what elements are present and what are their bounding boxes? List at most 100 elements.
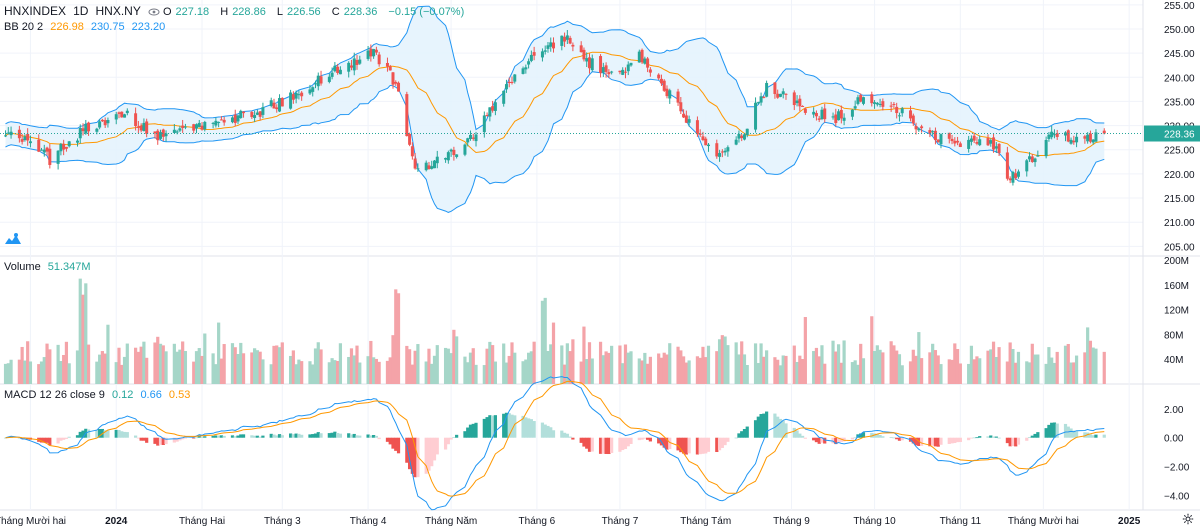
macd-histogram-bar xyxy=(590,437,594,452)
macd-histogram-bar xyxy=(994,436,998,438)
price-axis[interactable]: 255.00250.00245.00240.00235.00230.00225.… xyxy=(0,1,1200,503)
volume-bar xyxy=(1005,361,1009,384)
macd-histogram-bar xyxy=(139,437,143,441)
candle-body xyxy=(765,82,769,97)
macd-histogram-bar xyxy=(236,435,240,438)
macd-histogram-bar xyxy=(842,437,846,442)
candle-body xyxy=(67,141,71,147)
volume-bar xyxy=(753,343,758,384)
candle-body xyxy=(875,102,879,105)
macd-histogram-bar xyxy=(352,433,356,438)
volume-bar xyxy=(42,357,46,384)
macd-histogram-bar xyxy=(665,437,669,450)
bb-legend-name[interactable]: BB 20 2 xyxy=(4,21,44,33)
macd-histogram-bar xyxy=(313,433,318,438)
candle-body xyxy=(659,78,663,84)
macd-histogram-bar xyxy=(967,437,971,441)
macd-histogram-bar xyxy=(430,437,434,467)
macd-histogram-bar xyxy=(889,437,893,438)
volume-bar xyxy=(214,364,218,384)
macd-histogram-bar xyxy=(388,437,392,445)
volume-bar xyxy=(695,356,700,384)
macd-legend[interactable]: MACD 12 26 close 9 0.12 0.66 0.53 xyxy=(4,389,194,401)
volume-bar xyxy=(1063,345,1068,384)
volume-bar xyxy=(349,348,354,384)
candle-body xyxy=(549,42,553,47)
volume-bar xyxy=(571,339,575,384)
macd-histogram-bar xyxy=(120,431,124,438)
candle-body xyxy=(524,67,528,70)
symbol-name[interactable]: HNXINDEX xyxy=(4,4,67,18)
candle-body xyxy=(366,50,370,59)
volume-bar xyxy=(665,354,669,384)
macd-histogram-bar xyxy=(820,437,824,443)
interval-label[interactable]: 1D xyxy=(73,4,89,18)
volume-bar xyxy=(62,354,66,384)
macd-histogram-bar xyxy=(1011,437,1015,447)
macd-histogram-bar xyxy=(468,424,473,438)
macd-line-value: 0.66 xyxy=(140,389,162,401)
volume-legend-name[interactable]: Volume xyxy=(4,261,41,273)
candle-body xyxy=(812,111,816,115)
candle-body xyxy=(900,108,904,114)
volume-bar xyxy=(1083,352,1087,384)
symbol-legend[interactable]: HNXINDEX 1D HNX.NY O 227.18 H 228.86 L 226.… xyxy=(4,4,468,18)
candle-body xyxy=(405,94,409,137)
volume-tick-label: 200M xyxy=(1164,256,1189,267)
candle-body xyxy=(579,45,583,53)
candle-body xyxy=(792,92,796,106)
macd-histogram-bar xyxy=(734,437,738,439)
candle-body xyxy=(623,71,627,73)
candle-body xyxy=(175,131,179,133)
volume-bar xyxy=(488,341,492,384)
volume-bar xyxy=(715,351,719,384)
volume-bar xyxy=(839,362,843,384)
volume-bar xyxy=(994,357,998,384)
macd-histogram-bar xyxy=(1052,422,1057,438)
volume-bar xyxy=(327,362,331,384)
volume-bar xyxy=(294,364,298,384)
bb-legend[interactable]: BB 20 2 226.98 230.75 223.20 xyxy=(4,21,169,33)
macd-histogram-bar xyxy=(798,433,802,438)
candle-body xyxy=(59,143,63,152)
macd-histogram-bar xyxy=(432,437,437,461)
macd-histogram-bar xyxy=(532,421,536,438)
candle-body xyxy=(648,69,652,73)
macd-histogram-bar xyxy=(175,437,179,442)
candle-body xyxy=(153,131,157,134)
volume-bar xyxy=(587,342,592,384)
volume-bar xyxy=(446,348,450,384)
volume-bar xyxy=(897,354,902,384)
visibility-eye-icon[interactable] xyxy=(148,7,160,17)
volume-bar xyxy=(222,344,226,384)
volume-bar xyxy=(64,341,69,384)
candle-body xyxy=(1033,158,1037,163)
candle-body xyxy=(599,56,603,73)
time-tick-label: Tháng 4 xyxy=(350,516,387,527)
candle-body xyxy=(125,110,129,114)
macd-histogram-bar xyxy=(546,425,550,438)
volume-bar xyxy=(704,357,708,384)
macd-histogram-bar xyxy=(200,437,204,438)
volume-bar xyxy=(562,364,567,384)
macd-histogram-bar xyxy=(178,437,182,441)
candle-body xyxy=(773,82,777,95)
macd-legend-name[interactable]: MACD 12 26 close 9 xyxy=(4,389,105,401)
volume-bar xyxy=(391,335,395,384)
settings-gear-icon[interactable] xyxy=(1182,513,1194,525)
time-tick-label: Tháng Tám xyxy=(680,516,731,527)
volume-bar xyxy=(424,361,428,384)
candle-body xyxy=(546,45,550,49)
tradingview-logo-icon[interactable] xyxy=(4,232,22,246)
candle-body xyxy=(801,105,805,107)
time-axis[interactable]: Tháng Mười hai 2024 Tháng Hai Tháng 3 Tháng … xyxy=(0,516,1141,527)
macd-histogram-bar xyxy=(145,437,149,443)
volume-bar xyxy=(834,351,838,384)
volume-bar xyxy=(643,352,647,384)
macd-histogram-bar xyxy=(859,433,863,438)
last-price-tag xyxy=(1144,125,1200,142)
volume-bar xyxy=(272,345,276,384)
volume-legend[interactable]: Volume 51.347M xyxy=(4,261,95,273)
candle-body xyxy=(507,81,511,83)
